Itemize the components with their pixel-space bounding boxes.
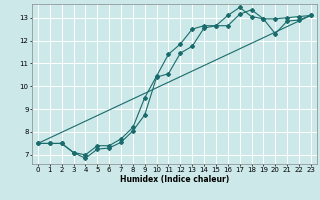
X-axis label: Humidex (Indice chaleur): Humidex (Indice chaleur) [120, 175, 229, 184]
